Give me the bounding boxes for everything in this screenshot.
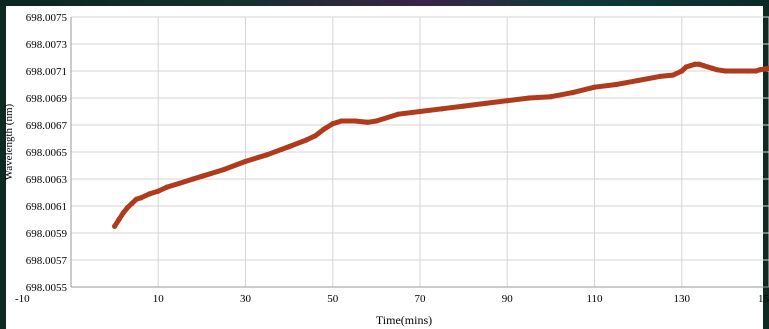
data-point — [321, 126, 327, 132]
data-point — [766, 65, 769, 71]
y-tick-label: 698.0069 — [26, 93, 68, 105]
y-tick-label: 698.0059 — [26, 228, 68, 240]
y-axis-title-group: Wavelength (nm) — [3, 103, 15, 180]
data-point — [351, 118, 358, 124]
x-tick-label: 130 — [674, 293, 691, 305]
data-point — [264, 152, 270, 158]
data-point — [461, 103, 467, 109]
y-tick-label: 698.0075 — [26, 12, 68, 24]
data-point — [570, 90, 576, 96]
y-tick-label: 698.0065 — [26, 147, 68, 159]
data-point — [312, 133, 318, 139]
x-tick-label: 70 — [415, 293, 427, 305]
data-point — [700, 63, 707, 69]
data-point — [286, 144, 292, 150]
data-point — [753, 68, 759, 74]
data-point — [722, 68, 728, 74]
data-point — [129, 200, 135, 206]
data-point — [417, 108, 423, 115]
data-point — [125, 204, 131, 210]
data-point — [373, 118, 379, 124]
data-point — [526, 95, 532, 101]
data-point — [338, 118, 345, 124]
data-point — [670, 72, 676, 78]
data-point — [439, 106, 445, 112]
data-point — [657, 73, 663, 79]
y-axis-title: Wavelength (nm) — [3, 103, 15, 180]
data-point — [679, 68, 685, 74]
data-point — [548, 94, 554, 100]
data-point — [696, 61, 702, 67]
x-tick-label: 50 — [327, 293, 339, 305]
x-tick-label: 10 — [153, 293, 165, 305]
data-point — [705, 64, 711, 70]
data-point — [190, 176, 196, 182]
x-tick-label: 90 — [502, 293, 514, 305]
x-tick-label: -10 — [15, 293, 30, 305]
data-point — [177, 180, 183, 186]
data-point — [683, 64, 689, 70]
data-point — [221, 166, 227, 173]
y-tick-label: 698.0073 — [26, 39, 68, 51]
data-point — [692, 61, 698, 67]
data-point — [164, 184, 170, 190]
data-point — [146, 191, 153, 197]
data-point — [199, 173, 205, 179]
data-point — [744, 68, 750, 74]
y-tick-label: 698.0071 — [26, 66, 67, 78]
data-point — [687, 63, 694, 69]
y-tick-label: 698.0061 — [26, 201, 67, 213]
data-point — [112, 223, 118, 229]
chart-area-background — [6, 6, 763, 329]
data-point — [709, 65, 715, 71]
data-point — [330, 121, 336, 127]
data-point — [116, 216, 122, 223]
data-point — [613, 81, 619, 88]
x-tick-label: 30 — [240, 293, 252, 305]
data-point — [155, 188, 161, 194]
tick-labels: 698.0055 698.0057 698.0059 698.0061 698.0063… — [15, 12, 769, 305]
window-top-strip — [0, 0, 769, 6]
series-layer — [112, 61, 769, 229]
y-tick-label: 698.0055 — [26, 282, 68, 294]
y-tick-label: 698.0057 — [26, 255, 68, 267]
data-point — [757, 67, 763, 73]
data-point — [365, 119, 371, 125]
data-point — [635, 77, 641, 84]
gridlines — [71, 16, 769, 288]
x-tick-label: 110 — [586, 293, 603, 305]
data-point — [120, 210, 126, 216]
y-tick-label: 698.0063 — [26, 174, 68, 186]
x-tick-label: 15 — [758, 293, 769, 305]
data-point — [138, 195, 144, 201]
data-point — [591, 84, 598, 90]
data-point — [395, 111, 401, 117]
axes — [70, 17, 769, 288]
data-point — [303, 137, 310, 143]
data-point — [504, 98, 510, 104]
y-tick-label: 698.0067 — [26, 120, 68, 132]
data-point — [731, 68, 737, 74]
data-point — [482, 100, 489, 106]
data-point — [133, 196, 140, 202]
series-line — [112, 61, 769, 229]
data-point — [242, 158, 249, 165]
data-point — [714, 67, 720, 73]
x-axis-title: Time(mins) — [376, 313, 432, 327]
